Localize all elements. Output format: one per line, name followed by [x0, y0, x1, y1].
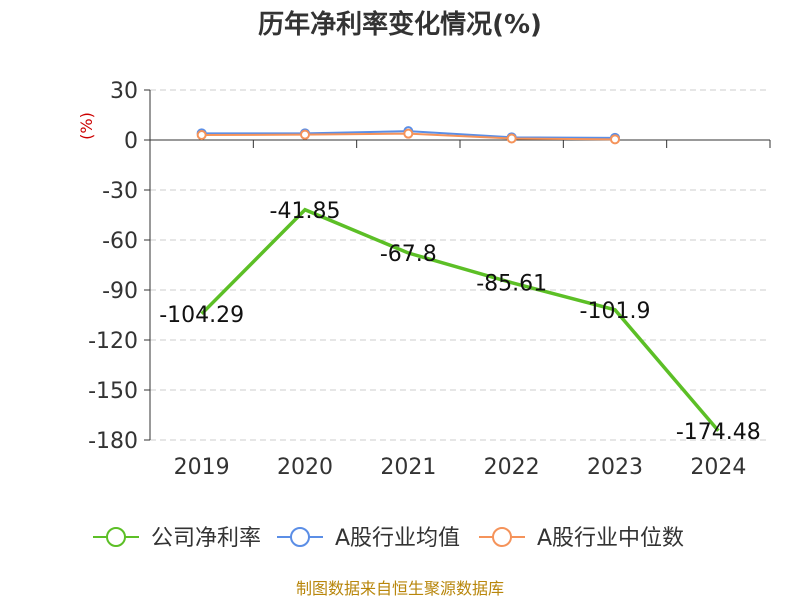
legend-label: A股行业中位数: [537, 526, 684, 551]
x-tick-label: 2024: [690, 455, 746, 480]
data-label: -104.29: [159, 303, 244, 328]
y-tick-label: -150: [88, 379, 138, 404]
legend-label: A股行业均值: [335, 526, 460, 551]
y-tick-label: -90: [102, 279, 138, 304]
legend-label: 公司净利率: [151, 526, 261, 551]
y-axis-unit: (%): [77, 112, 96, 140]
y-tick-label: -30: [102, 179, 138, 204]
series-point-2[interactable]: [196, 130, 207, 140]
data-label: -101.9: [580, 299, 651, 324]
series-line-0: [200, 207, 720, 432]
grid-lines: [150, 89, 770, 441]
x-tick-label: 2021: [380, 455, 436, 480]
data-label: -67.8: [380, 242, 437, 267]
series-point-2[interactable]: [506, 133, 517, 144]
series-point-2[interactable]: [403, 128, 414, 139]
data-label: -85.61: [476, 272, 547, 297]
source-note: 制图数据来自恒生聚源数据库: [296, 579, 504, 598]
x-tick-label: 2022: [484, 455, 540, 480]
y-tick-label: 30: [110, 79, 138, 104]
legend[interactable]: 公司净利率 A股行业均值 A股行业中位数: [93, 526, 684, 551]
legend-item-2[interactable]: A股行业中位数: [479, 526, 684, 551]
legend-marker-icon: [106, 527, 126, 547]
y-tick-label: -180: [88, 429, 138, 454]
y-tick-label: 0: [124, 129, 138, 154]
series-layer: [196, 126, 720, 432]
series-point-2[interactable]: [610, 134, 620, 145]
x-axis-ticks: 2019 2020 2021 2022 2023 2024: [174, 455, 747, 480]
x-tick-label: 2020: [277, 455, 333, 480]
chart-title: 历年净利率变化情况(%): [258, 9, 542, 40]
x-tick-label: 2023: [587, 455, 643, 480]
data-labels: -104.29 -41.85 -67.8 -85.61 -101.9 -174.48: [159, 199, 761, 445]
axes: [149, 90, 771, 440]
x-tick-label: 2019: [174, 455, 230, 480]
y-tick-label: -60: [102, 229, 138, 254]
data-label: -41.85: [270, 199, 341, 224]
series-point-2[interactable]: [300, 129, 310, 140]
legend-marker-icon: [492, 527, 512, 547]
y-tick-label: -120: [88, 329, 138, 354]
data-label: -174.48: [676, 420, 761, 445]
legend-item-0[interactable]: 公司净利率: [93, 526, 261, 551]
y-axis-ticks: 30 0 -30 -60 -90 -120 -150 -180: [88, 79, 150, 454]
legend-marker-icon: [290, 527, 310, 547]
legend-item-1[interactable]: A股行业均值: [277, 526, 460, 551]
